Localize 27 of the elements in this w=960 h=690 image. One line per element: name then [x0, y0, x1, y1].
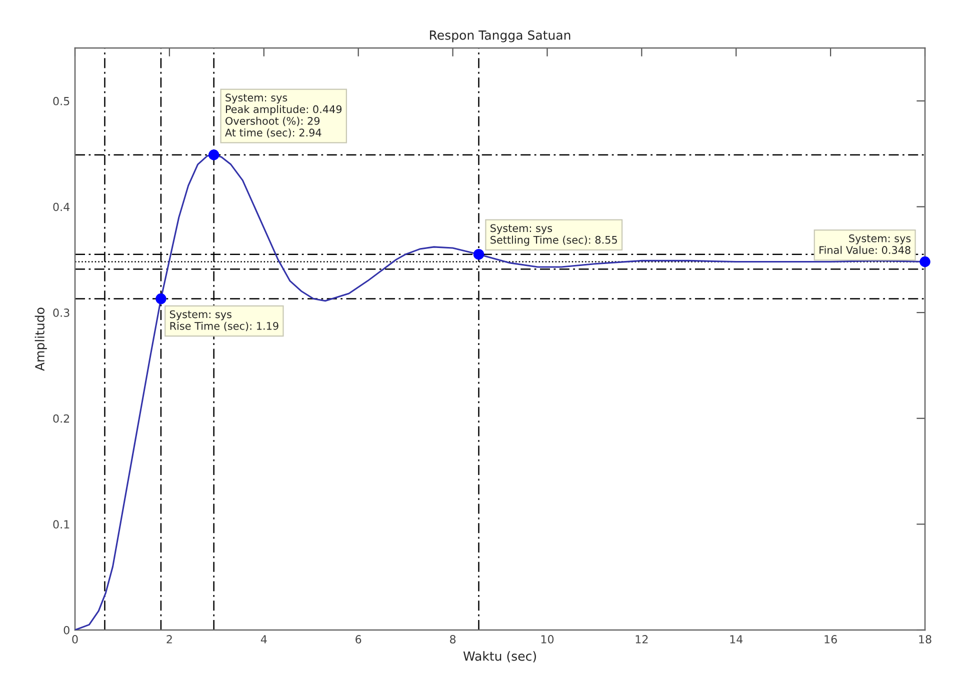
annotation: System: sys Rise Time (sec): 1.19 — [170, 310, 278, 332]
x-tick-label: 0 — [72, 635, 78, 644]
x-tick-label: 6 — [356, 635, 362, 644]
x-tick-label: 16 — [824, 635, 837, 644]
annotation: System: sys Final Value: 0.348 — [820, 234, 911, 254]
y-tick-label: 0.2 — [53, 414, 70, 423]
x-tick-label: 8 — [450, 635, 456, 644]
y-tick-label: 0.1 — [53, 520, 70, 529]
x-tick-label: 18 — [919, 635, 932, 644]
annotation: System: sys Settling Time (sec): 8.55 — [490, 224, 617, 246]
annotation: System: sys Peak amplitude: 0.449 Overshoot (%): 29 At time (sec): 2.94 — [225, 94, 342, 138]
point — [473, 248, 484, 260]
x-tick-label: 14 — [730, 635, 743, 644]
x-tick-label: 4 — [260, 635, 267, 644]
y-axis-title: Amplitudo — [34, 308, 47, 371]
y-tick-label: 0 — [64, 626, 70, 634]
point — [156, 293, 166, 304]
point — [920, 256, 930, 268]
chart-title: Respon Tangga Satuan — [430, 30, 570, 42]
y-tick-label: 0.3 — [53, 308, 70, 317]
x-tick-label: 12 — [636, 635, 648, 644]
x-axis-title: Waktu (sec) — [463, 651, 536, 662]
x-tick-label: 2 — [166, 635, 172, 644]
point — [208, 150, 220, 160]
y-tick-label: 0.4 — [53, 202, 70, 212]
x-tick-label: 10 — [541, 635, 554, 644]
y-tick-label: 0.5 — [53, 96, 70, 106]
